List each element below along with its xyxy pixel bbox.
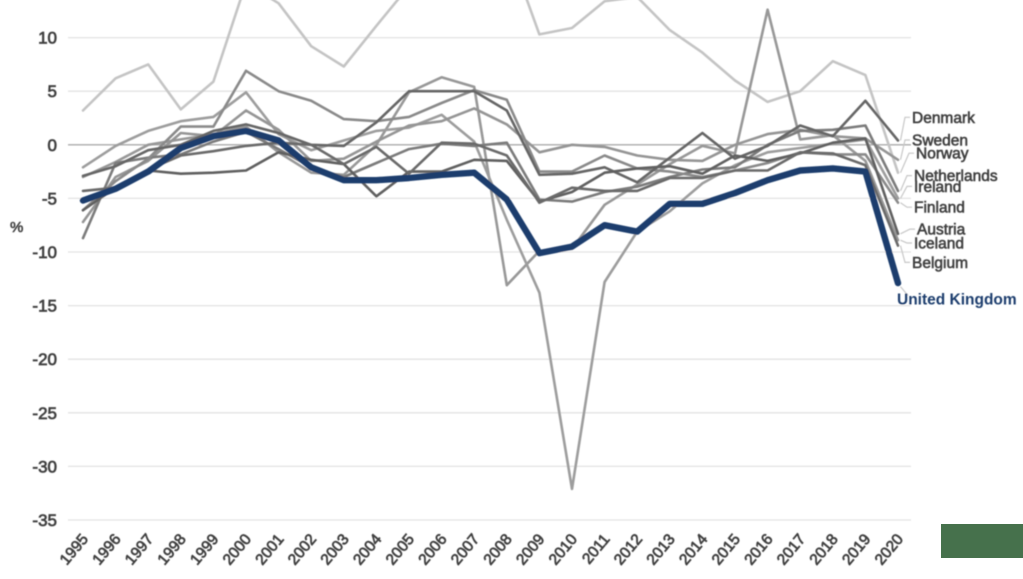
svg-text:Norway: Norway [916,146,969,163]
svg-text:-30: -30 [32,457,57,476]
svg-text:Iceland: Iceland [914,236,964,253]
svg-text:-35: -35 [32,511,57,530]
svg-text:%: % [10,219,23,236]
svg-text:Austria: Austria [917,222,966,239]
svg-text:Belgium: Belgium [912,255,968,272]
svg-text:0: 0 [48,136,57,155]
svg-text:-20: -20 [32,350,57,369]
svg-text:5: 5 [48,82,57,101]
svg-text:-25: -25 [32,404,57,423]
svg-text:10: 10 [38,29,57,48]
svg-text:Finland: Finland [914,200,965,217]
svg-text:Ireland: Ireland [914,179,961,196]
svg-text:Sweden: Sweden [912,133,968,150]
svg-text:Netherlands: Netherlands [914,168,998,185]
svg-text:United Kingdom: United Kingdom [897,292,1017,309]
svg-text:-15: -15 [32,297,57,316]
svg-text:Denmark: Denmark [912,110,975,127]
svg-text:-5: -5 [42,189,57,208]
svg-text:-10: -10 [32,243,57,262]
